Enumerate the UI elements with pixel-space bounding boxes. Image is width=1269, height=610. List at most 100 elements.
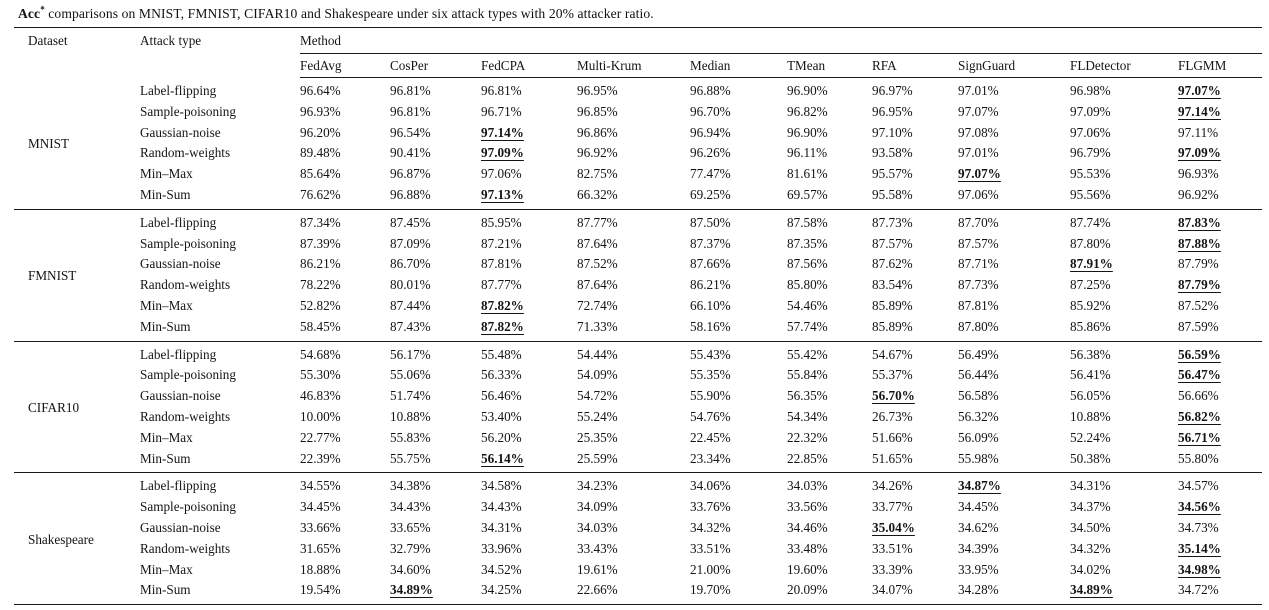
value-cell-best: 56.82% xyxy=(1178,408,1221,424)
value-cell: 56.33% xyxy=(481,367,522,383)
value-cell: 46.83% xyxy=(300,388,341,404)
value-cell-best: 97.09% xyxy=(1178,145,1221,161)
value-cell: 87.57% xyxy=(958,235,999,251)
value-cell: 54.09% xyxy=(577,367,618,383)
value-cell: 97.09% xyxy=(1070,103,1111,119)
value-cell-best: 56.71% xyxy=(1178,429,1221,445)
value-cell-best: 87.83% xyxy=(1178,214,1221,230)
value-cell: 87.71% xyxy=(958,256,999,272)
value-cell: 34.45% xyxy=(958,499,999,515)
value-cell: 87.37% xyxy=(690,235,731,251)
dataset-block-shakespeare: Shakespeare Label-flipping 34.55% 34.38% 34.… xyxy=(14,472,1263,605)
value-cell-best: 34.56% xyxy=(1178,499,1221,515)
value-cell: 78.22% xyxy=(300,277,341,293)
value-cell: 51.65% xyxy=(872,450,913,466)
value-cell: 33.65% xyxy=(390,519,431,535)
header-methods-row: FedAvg CosPer FedCPA Multi-Krum Median T… xyxy=(14,53,1263,78)
column-header-cosper: CosPer xyxy=(390,53,481,78)
value-cell: 58.45% xyxy=(300,318,341,334)
value-cell: 55.24% xyxy=(577,408,618,424)
value-cell: 69.25% xyxy=(690,186,731,202)
value-cell: 86.21% xyxy=(300,256,341,272)
value-cell: 34.09% xyxy=(577,499,618,515)
value-cell-best: 34.98% xyxy=(1178,561,1221,577)
value-cell: 87.43% xyxy=(390,318,431,334)
attack-type-label: Random-weights xyxy=(140,277,231,293)
value-cell: 96.81% xyxy=(390,103,431,119)
value-cell: 77.47% xyxy=(690,166,731,182)
table-caption: Acc* comparisons on MNIST, FMNIST, CIFAR… xyxy=(18,4,1269,24)
value-cell-best: 34.89% xyxy=(390,582,433,598)
value-cell: 55.83% xyxy=(390,429,431,445)
value-cell: 34.25% xyxy=(481,582,522,598)
value-cell: 87.77% xyxy=(481,277,522,293)
value-cell: 96.79% xyxy=(1070,145,1111,161)
column-header-attack-type: Attack type xyxy=(140,33,202,48)
value-cell: 19.54% xyxy=(300,582,341,598)
value-cell: 85.86% xyxy=(1070,318,1111,334)
value-cell: 95.56% xyxy=(1070,186,1111,202)
value-cell: 22.32% xyxy=(787,429,828,445)
table-row: CIFAR10 Label-flipping 54.68% 56.17% 55.48% 5… xyxy=(14,341,1262,415)
value-cell-best: 56.14% xyxy=(481,450,524,466)
value-cell: 34.32% xyxy=(1070,540,1111,556)
value-cell: 33.56% xyxy=(787,499,828,515)
table-row: Sample-poisoning 96.93% 96.81% 96.71% 96.85%… xyxy=(14,102,1262,123)
column-header-fldetector: FLDetector xyxy=(1070,53,1178,78)
value-cell: 96.86% xyxy=(577,124,618,140)
value-cell: 34.02% xyxy=(1070,561,1111,577)
column-header-fedcpa: FedCPA xyxy=(481,53,577,78)
value-cell: 87.56% xyxy=(787,256,828,272)
value-cell: 55.43% xyxy=(690,346,731,362)
value-cell: 19.60% xyxy=(787,561,828,577)
table-row: Min-Sum 58.45% 87.43% 87.82% 71.33% 58.16% 57.… xyxy=(14,317,1262,341)
table-row: Random-weights 10.00% 10.88% 53.40% 55.24% 54… xyxy=(14,407,1262,428)
table-row: Gaussian-noise 96.20% 96.54% 97.14% 96.86% 96… xyxy=(14,123,1262,144)
value-cell: 53.40% xyxy=(481,408,522,424)
value-cell-best: 87.82% xyxy=(481,318,524,334)
value-cell: 22.45% xyxy=(690,429,731,445)
attack-type-label: Gaussian-noise xyxy=(140,519,221,535)
value-cell: 56.17% xyxy=(390,346,431,362)
value-cell: 72.74% xyxy=(577,297,618,313)
value-cell: 51.74% xyxy=(390,388,431,404)
attack-type-label: Min-Sum xyxy=(140,318,191,334)
value-cell: 33.51% xyxy=(690,540,731,556)
attack-type-label: Sample-poisoning xyxy=(140,499,236,515)
value-cell: 33.39% xyxy=(872,561,913,577)
caption-metric-name: Acc xyxy=(18,6,41,21)
value-cell: 55.75% xyxy=(390,450,431,466)
value-cell: 34.28% xyxy=(958,582,999,598)
table-row: Min–Max 85.64% 96.87% 97.06% 82.75% 77.47% 81.… xyxy=(14,164,1262,185)
value-cell: 96.92% xyxy=(577,145,618,161)
value-cell: 87.52% xyxy=(1178,297,1219,313)
table-row: Min-Sum 19.54% 34.89% 34.25% 22.66% 19.70% 20.… xyxy=(14,580,1262,604)
value-cell: 56.05% xyxy=(1070,388,1111,404)
value-cell: 22.39% xyxy=(300,450,341,466)
value-cell-best: 56.47% xyxy=(1178,367,1221,383)
value-cell-best: 56.59% xyxy=(1178,346,1221,362)
value-cell: 33.77% xyxy=(872,499,913,515)
value-cell: 97.01% xyxy=(958,83,999,98)
value-cell: 34.03% xyxy=(577,519,618,535)
value-cell: 34.43% xyxy=(390,499,431,515)
value-cell: 54.34% xyxy=(787,408,828,424)
attack-type-label: Label-flipping xyxy=(140,346,217,362)
value-cell-best: 97.07% xyxy=(958,166,1001,182)
value-cell: 96.93% xyxy=(1178,166,1219,182)
attack-type-label: Sample-poisoning xyxy=(140,367,236,383)
value-cell: 10.88% xyxy=(390,408,431,424)
value-cell: 96.26% xyxy=(690,145,731,161)
value-cell: 55.84% xyxy=(787,367,828,383)
value-cell: 96.85% xyxy=(577,103,618,119)
value-cell: 81.61% xyxy=(787,166,828,182)
value-cell-best: 87.88% xyxy=(1178,235,1221,251)
value-cell: 87.34% xyxy=(300,214,341,230)
value-cell-best: 87.82% xyxy=(481,297,524,313)
value-cell: 86.70% xyxy=(390,256,431,272)
value-cell: 25.59% xyxy=(577,450,618,466)
value-cell-best: 97.07% xyxy=(1178,83,1221,98)
value-cell: 96.64% xyxy=(300,83,341,98)
value-cell: 56.32% xyxy=(958,408,999,424)
